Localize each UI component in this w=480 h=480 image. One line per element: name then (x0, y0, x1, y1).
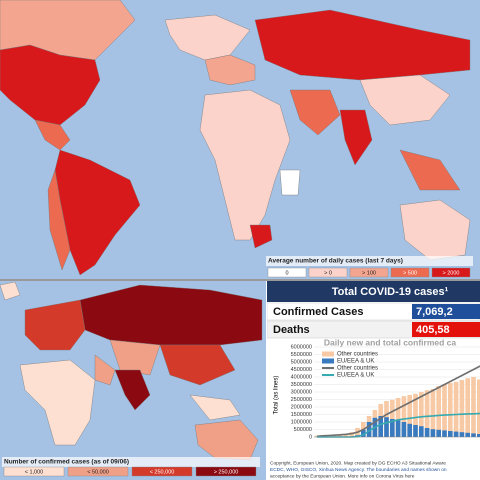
bar (442, 384, 447, 437)
stat-value: 405,58 (416, 324, 450, 336)
legend-title: Average number of daily cases (last 7 da… (268, 258, 403, 265)
y-axis-label: Total (as lines) (274, 376, 280, 415)
bar (430, 389, 436, 437)
bar (453, 381, 459, 437)
bottom-map (0, 281, 266, 480)
chart-title: Daily new and total confirmed ca (324, 337, 457, 347)
legend-label: > 250,000 (214, 469, 239, 475)
y-tick-label: 3000000 (291, 389, 312, 395)
bar (401, 396, 407, 437)
bar (349, 432, 355, 437)
legend-swatch (67, 466, 129, 477)
bar (459, 380, 465, 437)
y-tick-label: 0 (309, 434, 312, 440)
bar (447, 383, 453, 437)
legend-swatch (390, 267, 430, 278)
bar (424, 428, 430, 437)
panel-header (267, 281, 480, 302)
bar (413, 425, 418, 437)
legend-swatch (131, 466, 193, 477)
stat-value-box (412, 304, 480, 319)
bar (459, 432, 465, 437)
bar (442, 430, 447, 437)
legend-label: < 250,000 (150, 469, 175, 475)
bar (395, 398, 401, 437)
y-tick-label: 500000 (294, 427, 312, 433)
bar (436, 386, 442, 437)
stat-value-box (412, 322, 480, 337)
top-map (0, 0, 480, 279)
stat-label: Deaths (273, 324, 310, 336)
bar (389, 419, 395, 437)
legend-label: 0 (285, 270, 288, 276)
panel-title: Total COVID-19 cases¹ (332, 286, 449, 298)
bar (413, 393, 418, 437)
bar (360, 429, 366, 437)
plot-area (314, 365, 480, 438)
bar (418, 426, 424, 437)
bar (418, 392, 424, 437)
bar (465, 378, 471, 437)
y-tick-label: 3500000 (291, 382, 312, 388)
bar (378, 416, 384, 437)
bar (395, 420, 401, 437)
bar (384, 417, 389, 437)
bar (407, 395, 413, 437)
legend-swatch (195, 466, 257, 477)
y-tick-label: 6000000 (291, 344, 312, 350)
legend-swatch (3, 466, 65, 477)
y-tick-label: 2000000 (291, 404, 312, 410)
bar (465, 432, 471, 437)
legend-label: EU/EEA & UK (337, 373, 374, 379)
legend-swatch (267, 267, 307, 278)
bar (471, 377, 476, 437)
bar (424, 390, 430, 437)
bar (447, 431, 453, 437)
legend-swatch (349, 267, 389, 278)
bar (476, 379, 480, 437)
divider (0, 279, 480, 281)
legend-label: < 1,000 (25, 469, 44, 475)
bar (471, 433, 476, 437)
bar (430, 429, 436, 437)
bar (389, 399, 395, 437)
bar (476, 434, 480, 437)
y-tick-label: 1000000 (291, 419, 312, 425)
bar (407, 423, 413, 437)
legend-swatch (431, 267, 471, 278)
legend-label: Other countries (337, 366, 378, 372)
legend-label: Other countries (337, 352, 378, 358)
legend-swatch (322, 351, 334, 357)
stat-label: Confirmed Cases (273, 306, 363, 318)
bar (436, 429, 442, 437)
line (316, 365, 480, 438)
bar (401, 422, 407, 437)
legend-label: < 50,000 (87, 469, 109, 475)
legend-label: > 0 (324, 270, 332, 276)
legend-title-bg (2, 457, 260, 467)
y-tick-label: 1500000 (291, 412, 312, 418)
bar (343, 434, 349, 437)
y-tick-label: 2500000 (291, 397, 312, 403)
y-tick-label: 5000000 (291, 359, 312, 365)
legend-label: > 100 (362, 270, 376, 276)
y-tick-label: 5500000 (291, 352, 312, 358)
footer-text: ECDC, WHO, GISCO, Xinhua News Agency. Th… (270, 467, 447, 473)
y-tick-label: 4000000 (291, 374, 312, 380)
bar (366, 422, 372, 437)
legend-title-bg (266, 256, 473, 266)
stat-value: 7,069,2 (416, 306, 453, 318)
legend-label: > 500 (403, 270, 417, 276)
legend-label: EU/EEA & UK (337, 359, 374, 365)
footer-text: Copyright, European Union, 2020. Map cre… (270, 460, 446, 466)
legend-swatch (322, 358, 334, 364)
legend-title: Number of confirmed cases (as of 09/06) (4, 459, 129, 466)
bar (337, 435, 343, 437)
legend-label: > 2000 (443, 270, 460, 276)
bar (453, 431, 459, 437)
footer-text: acceptance by the European Union. More i… (270, 473, 415, 479)
legend-swatch (308, 267, 348, 278)
y-tick-label: 4500000 (291, 367, 312, 373)
